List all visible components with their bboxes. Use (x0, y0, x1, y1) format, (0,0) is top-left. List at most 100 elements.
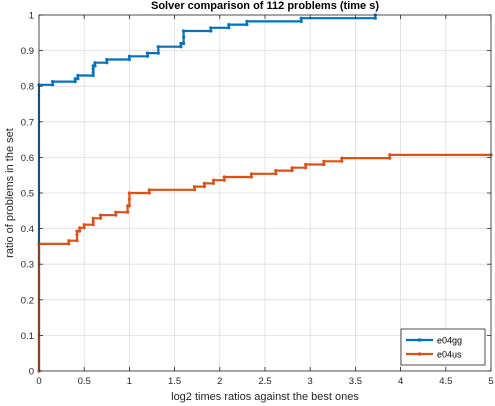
data-point (202, 185, 206, 189)
data-point (322, 159, 326, 163)
data-point (373, 16, 377, 20)
data-point (209, 26, 213, 30)
x-tick-labels: 0 0.5 1 1.5 2 2.5 3 3.5 4 4.5 5 (36, 376, 493, 387)
data-point (127, 197, 131, 201)
data-point (67, 239, 71, 243)
data-point (209, 29, 213, 33)
x-tick-label: 0 (36, 376, 41, 387)
x-tick-label: 0.5 (78, 376, 91, 387)
y-tick-label: 0.2 (21, 295, 34, 306)
series-e04us (37, 153, 493, 373)
data-point (192, 185, 197, 189)
chart-title: Solver comparison of 112 problems (time … (151, 0, 379, 12)
data-point (67, 242, 71, 246)
data-point (76, 73, 80, 78)
data-point (227, 23, 231, 27)
data-point (156, 51, 160, 55)
data-point (227, 26, 231, 30)
y-tick-labels: 0 0.1 0.2 0.3 0.4 0.5 0.6 0.7 0.8 0.9 1 (21, 11, 34, 378)
data-point (222, 178, 226, 182)
data-point (340, 159, 344, 163)
data-point (304, 162, 308, 167)
data-point (91, 219, 95, 224)
legend-label: e04us (437, 350, 462, 360)
data-point (78, 226, 82, 230)
series-e04gg (37, 13, 377, 373)
data-point (75, 232, 79, 236)
data-point (182, 29, 186, 33)
data-point (299, 16, 303, 20)
data-point (73, 77, 77, 81)
y-tick-label: 1 (29, 11, 34, 22)
data-point (82, 223, 86, 227)
data-point (245, 19, 249, 23)
y-tick-label: 0.5 (21, 189, 34, 200)
x-tick-label: 1.5 (168, 376, 181, 387)
legend: e04gg e04us (400, 328, 486, 366)
x-tick-label: 5 (488, 376, 493, 387)
data-point (127, 204, 131, 208)
data-point (114, 213, 118, 217)
data-point (114, 210, 118, 214)
data-point (91, 223, 95, 227)
y-tick-label: 0.9 (21, 46, 34, 57)
x-tick-label: 2.5 (258, 376, 271, 387)
y-tick-label: 0.3 (21, 260, 34, 271)
data-point (105, 61, 109, 65)
data-point (93, 64, 97, 68)
data-point (192, 188, 197, 192)
x-axis-label: log2 times ratios against the best ones (171, 391, 359, 403)
x-tick-label: 4.5 (439, 376, 452, 387)
x-tick-label: 1 (127, 376, 132, 387)
y-tick-label: 0.6 (21, 153, 34, 164)
data-point (91, 73, 95, 78)
tick-marks (38, 14, 492, 372)
data-point (222, 175, 226, 179)
data-point (249, 175, 253, 179)
data-point (179, 45, 183, 49)
data-point (274, 172, 278, 176)
series-layer (37, 13, 493, 373)
x-tick-label: 2 (217, 376, 222, 387)
y-tick-label: 0.1 (21, 331, 34, 342)
y-tick-label: 0 (29, 367, 34, 378)
data-point (211, 181, 216, 185)
data-point (76, 77, 80, 81)
data-point (145, 54, 150, 58)
data-point (126, 210, 130, 214)
data-point (249, 172, 253, 176)
y-tick-label: 0.7 (21, 117, 34, 128)
data-point (388, 156, 392, 160)
data-point (182, 35, 186, 39)
data-point (98, 213, 103, 217)
data-point (98, 216, 103, 220)
legend-label: e04gg (437, 336, 462, 346)
data-point (211, 178, 216, 182)
data-point (127, 54, 131, 58)
x-tick-label: 3 (308, 376, 313, 387)
data-point (156, 45, 160, 49)
data-point (93, 61, 97, 65)
data-point (322, 162, 326, 167)
legend-box (400, 328, 486, 366)
data-point (78, 229, 82, 233)
data-point (179, 41, 183, 46)
data-point (340, 156, 344, 160)
data-point (105, 57, 109, 62)
data-point (51, 80, 55, 84)
data-point (388, 153, 392, 157)
y-tick-label: 0.8 (21, 82, 34, 93)
data-point (290, 166, 294, 170)
data-point (91, 67, 95, 71)
y-axis-label: ratio of problems in the set (4, 128, 16, 258)
y-tick-label: 0.4 (21, 224, 34, 235)
data-point (290, 169, 294, 173)
data-point (127, 191, 131, 195)
x-tick-label: 4 (398, 376, 403, 387)
data-point (75, 239, 79, 243)
data-point (91, 70, 95, 74)
data-point (145, 51, 150, 55)
data-point (51, 83, 55, 87)
data-point (182, 41, 186, 46)
data-point (75, 229, 79, 233)
